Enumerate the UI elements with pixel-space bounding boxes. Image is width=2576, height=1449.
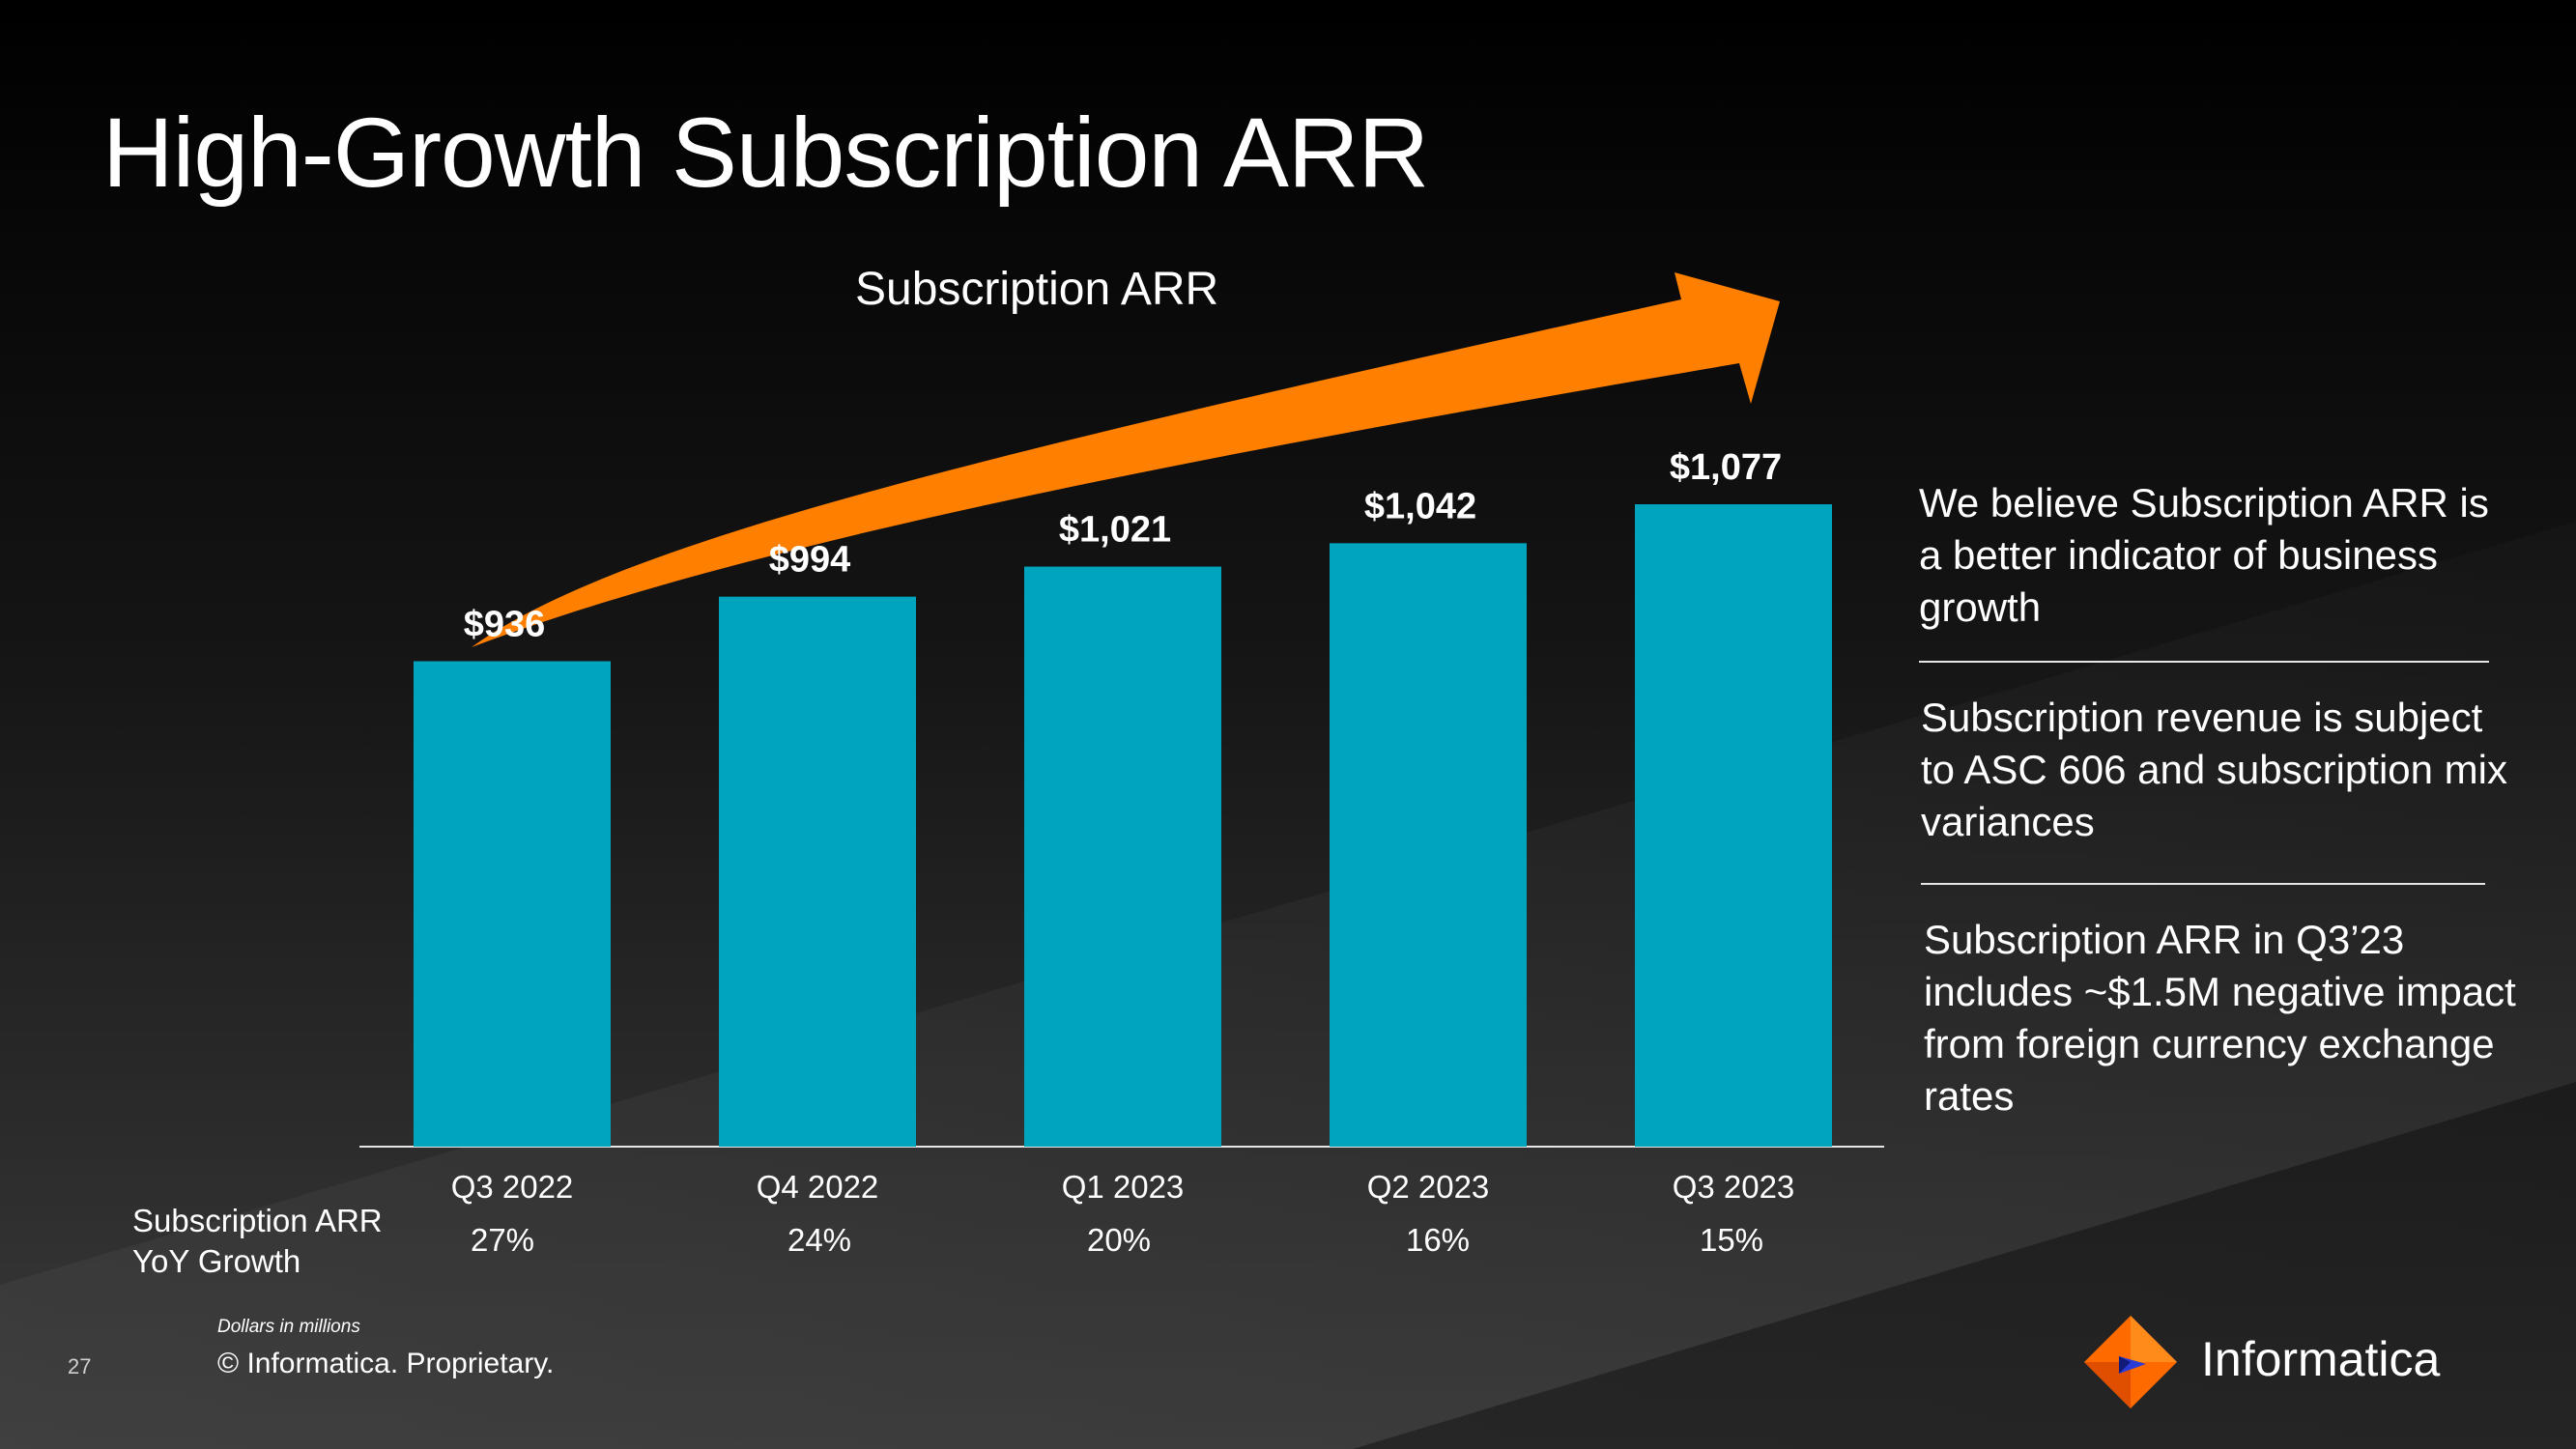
note-divider-2 [1921,883,2485,885]
growth-arrow [472,272,1780,647]
yoy-growth-value: 15% [1700,1222,1763,1258]
page-number: 27 [68,1354,92,1378]
bar-q4-2022 [719,596,916,1147]
x-tick-label: Q3 2023 [1673,1169,1795,1205]
bar-value-label: $936 [464,605,546,645]
bar-q2-2023 [1330,543,1527,1147]
bar-q1-2023 [1024,566,1221,1147]
growth-row-label-line1: Subscription ARR [132,1203,383,1238]
yoy-growth-value: 27% [471,1222,534,1258]
x-tick-label: Q4 2022 [757,1169,879,1205]
informatica-logo-icon [2084,1316,2177,1408]
bar-value-label: $1,077 [1670,447,1782,488]
bar-q3-2022 [414,661,611,1147]
bar-value-label: $994 [769,540,851,581]
yoy-growth-value: 16% [1406,1222,1470,1258]
note-divider-1 [1919,661,2489,663]
yoy-growth-value: 20% [1087,1222,1151,1258]
footnote: Dollars in millions [217,1317,360,1337]
growth-row-label-line2: YoY Growth [132,1243,301,1279]
x-tick-label: Q2 2023 [1367,1169,1490,1205]
chart-title: Subscription ARR [855,264,1219,315]
note-2: Subscription revenue is subject to ASC 6… [1921,695,2507,844]
copyright-text: © Informatica. Proprietary. [217,1348,555,1379]
note-3: Subscription ARR in Q3’23 includes ~$1.5… [1924,917,2516,1119]
bar-q3-2023 [1635,504,1832,1147]
growth-row-label: Subscription ARR YoY Growth [132,1201,383,1282]
slide-title: High-Growth Subscription ARR [102,98,1429,208]
bar-value-label: $1,042 [1364,486,1476,526]
bar-value-label: $1,021 [1059,510,1171,551]
note-1: We believe Subscription ARR is a better … [1919,480,2489,630]
informatica-logo-text: Informatica [2201,1332,2441,1386]
x-tick-label: Q1 2023 [1062,1169,1185,1205]
yoy-growth-value: 24% [787,1222,851,1258]
x-tick-label: Q3 2022 [451,1169,574,1205]
